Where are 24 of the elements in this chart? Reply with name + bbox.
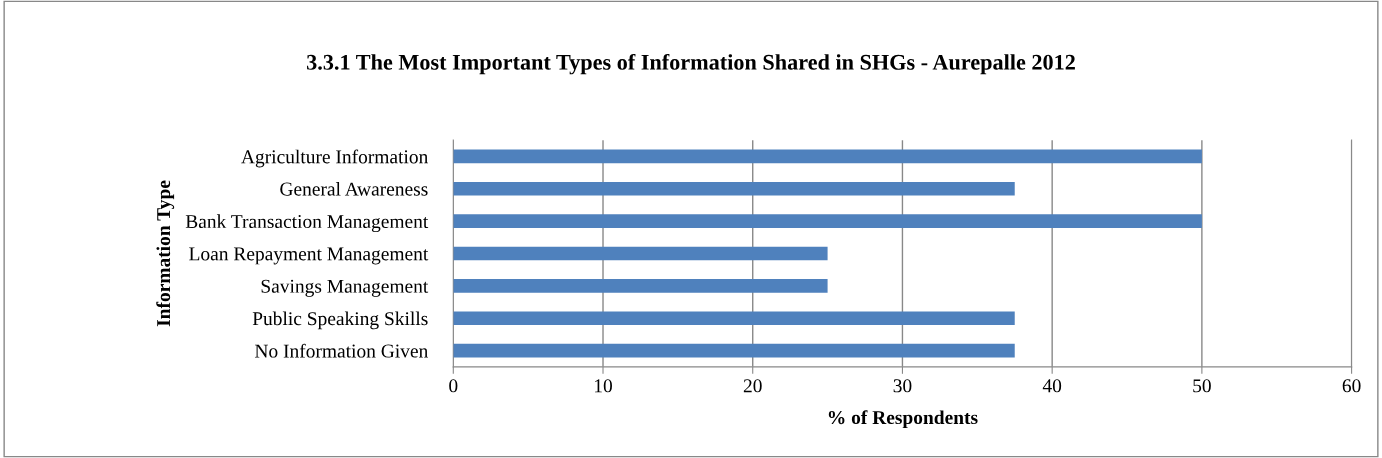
bar xyxy=(453,181,1015,196)
bar xyxy=(453,311,1015,326)
bar xyxy=(453,343,1015,358)
y-tick-label: No Information Given xyxy=(254,343,428,358)
bar xyxy=(453,214,1202,228)
x-tick-label: 60 xyxy=(1342,379,1361,393)
y-axis-title: Information Type xyxy=(156,180,175,327)
x-tick-label: 50 xyxy=(1193,379,1211,393)
x-tick-label: 10 xyxy=(595,379,612,393)
y-tick-label: Bank Transaction Management xyxy=(185,214,429,233)
bar xyxy=(453,149,1202,164)
x-tick-label: 40 xyxy=(1042,379,1062,393)
x-axis-title: % of Respondents xyxy=(828,410,978,429)
y-tick-label: General Awareness xyxy=(280,181,428,196)
y-tick-label: Public Speaking Skills xyxy=(252,311,428,330)
x-tick-label: 20 xyxy=(743,379,762,393)
y-tick-label: Savings Management xyxy=(261,279,429,297)
x-tick-label: 30 xyxy=(893,379,912,393)
bar xyxy=(453,279,828,293)
bar xyxy=(453,246,828,261)
chart-title: 3.3.1 The Most Important Types of Information Shared in SHGs - Aurepalle 2012 xyxy=(307,53,1075,75)
y-tick-label: Loan Repayment Management xyxy=(189,247,429,265)
x-tick-label: 0 xyxy=(449,379,458,393)
y-tick-label: Agriculture Information xyxy=(241,149,428,168)
